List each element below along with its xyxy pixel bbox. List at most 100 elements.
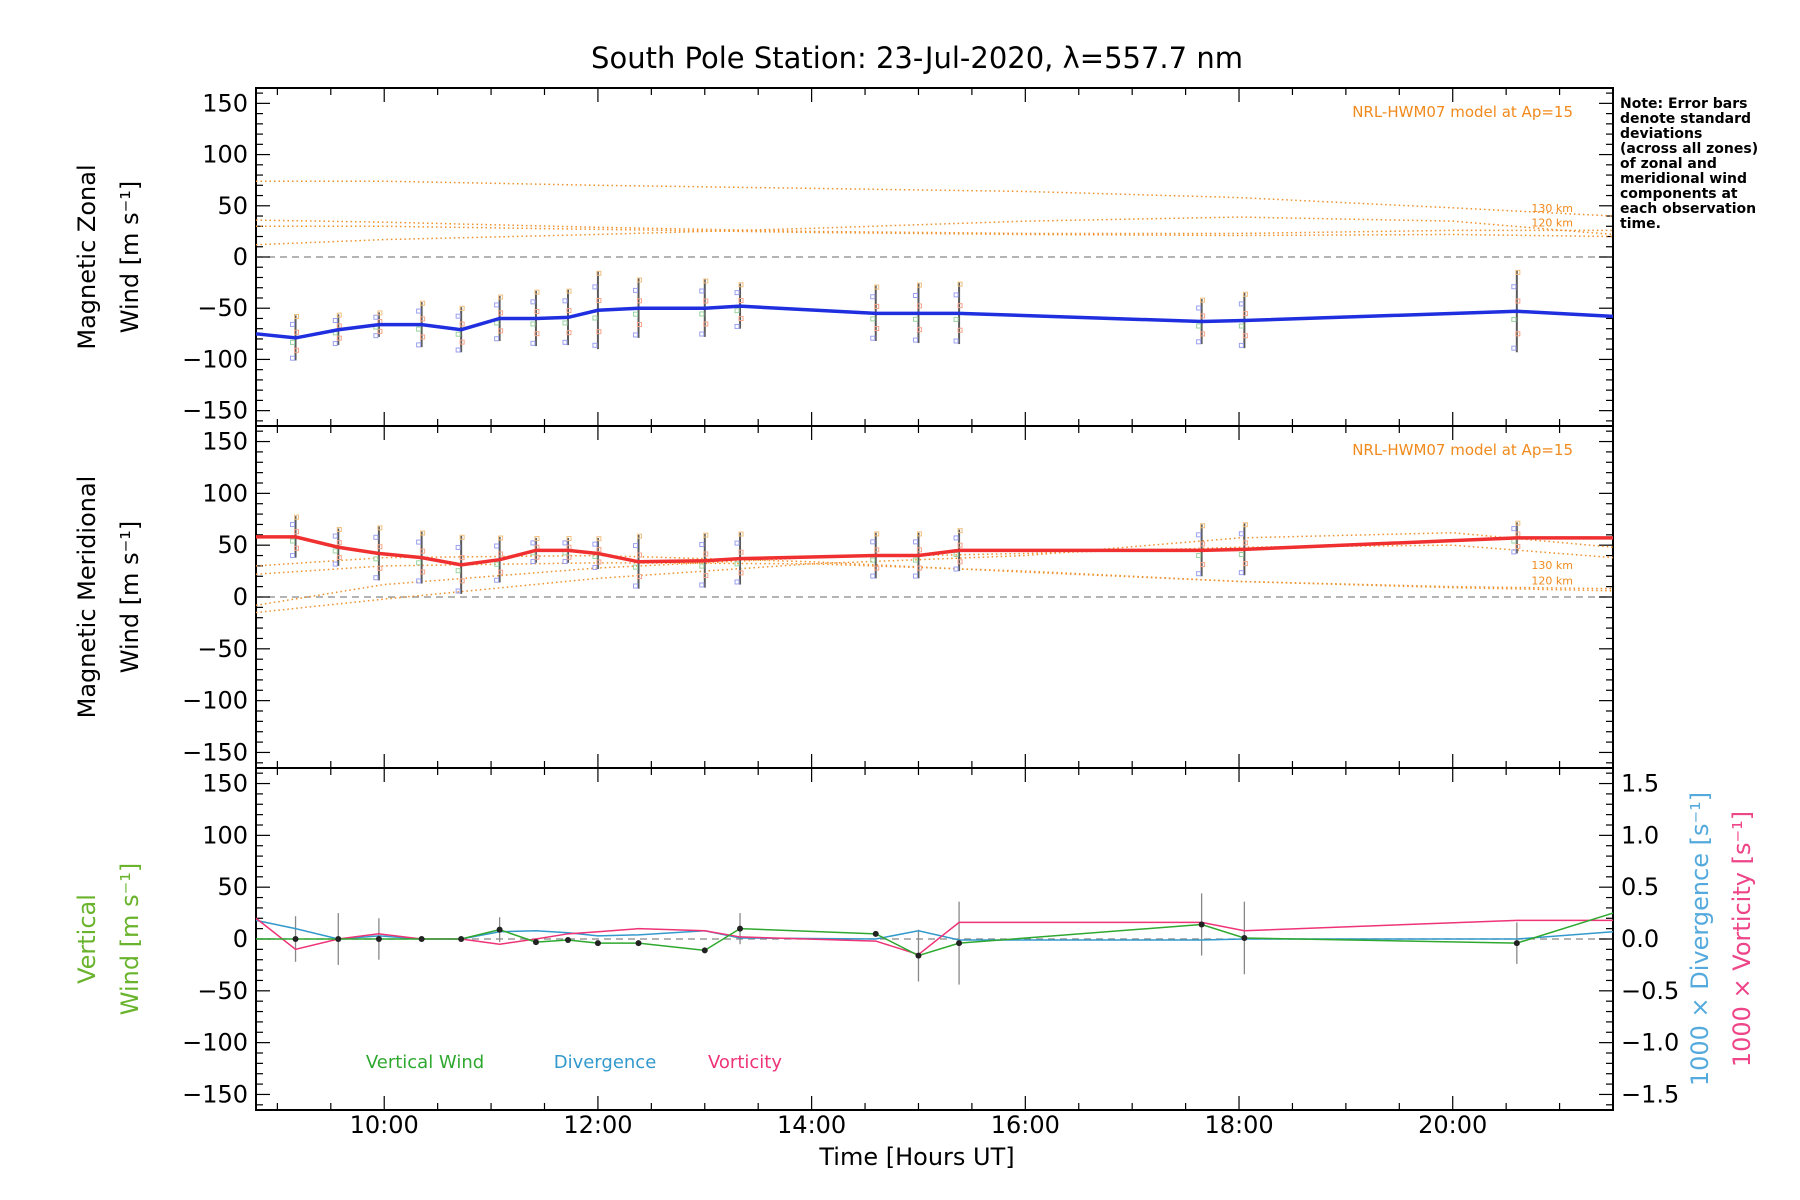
zone-marker xyxy=(420,569,426,575)
zone-marker xyxy=(534,331,540,337)
zone-marker xyxy=(294,545,300,551)
zone-marker xyxy=(459,305,465,311)
zone-marker xyxy=(1238,531,1244,537)
zone-marker xyxy=(566,308,572,314)
zone-marker xyxy=(455,568,461,574)
zone-marker xyxy=(294,529,300,535)
x-tick-label: 14:00 xyxy=(777,1111,846,1139)
zone-marker xyxy=(734,323,740,329)
zone-marker xyxy=(1196,323,1202,329)
vertical-wind-point xyxy=(635,940,642,947)
zone-marker xyxy=(874,565,880,571)
panels: −150 −100 −50 0 50 100 150 Magnetic Zonal Wind [… xyxy=(73,87,1756,1139)
zone-marker xyxy=(912,293,918,299)
zone-marker xyxy=(459,555,465,561)
zone-marker xyxy=(699,311,705,317)
zone-marker xyxy=(870,557,876,563)
x-tick-label: 10:00 xyxy=(350,1111,419,1139)
zone-marker xyxy=(874,303,880,309)
zone-marker xyxy=(633,287,639,293)
zone-marker xyxy=(703,278,709,284)
x-tick-label: 12:00 xyxy=(563,1111,632,1139)
zone-marker xyxy=(416,326,422,332)
zone-marker xyxy=(1242,311,1248,317)
zone-marker xyxy=(1511,345,1517,351)
zone-marker xyxy=(416,539,422,545)
meridional-wind-line xyxy=(256,535,1613,567)
zone-marker xyxy=(953,292,959,298)
right-tick-label: 0.5 xyxy=(1621,873,1659,901)
model-curve xyxy=(256,180,1614,217)
zone-marker xyxy=(1515,269,1521,275)
y-tick-label: 0 xyxy=(233,243,248,271)
zone-marker xyxy=(637,277,643,283)
zone-marker xyxy=(377,565,383,571)
zone-marker xyxy=(957,303,963,309)
zonal-wind-line xyxy=(255,304,1614,340)
zone-marker xyxy=(703,532,709,538)
y-tick-label: 0 xyxy=(233,925,248,953)
x-axis-label: Time [Hours UT] xyxy=(818,1143,1014,1171)
zone-marker xyxy=(1200,562,1206,568)
zone-marker xyxy=(870,335,876,341)
zone-marker xyxy=(336,312,342,318)
zone-marker xyxy=(957,559,963,565)
zone-marker xyxy=(290,339,296,345)
zone-marker xyxy=(1196,305,1202,311)
zone-marker xyxy=(1200,523,1206,529)
right-axis-label-divergence: 1000 × Divergence [s⁻¹] xyxy=(1686,792,1714,1086)
zone-marker xyxy=(703,321,709,327)
divergence-line xyxy=(255,919,1614,941)
zone-marker xyxy=(734,561,740,567)
legend-entry: Vertical Wind xyxy=(366,1052,484,1073)
zone-marker xyxy=(1242,522,1248,528)
vertical-wind-point xyxy=(956,940,963,947)
vertical-wind-point xyxy=(737,925,744,932)
zone-marker xyxy=(596,298,602,304)
right-tick-label: 1.5 xyxy=(1621,770,1659,798)
zone-marker xyxy=(562,559,568,565)
zone-marker xyxy=(455,347,461,353)
zone-marker xyxy=(534,309,540,315)
zone-marker xyxy=(734,540,740,546)
right-tick-label: −1.5 xyxy=(1621,1080,1679,1108)
panel-zonal: −150 −100 −50 0 50 100 150 Magnetic Zonal Wind [… xyxy=(73,87,1614,427)
vertical-wind-point xyxy=(375,936,382,942)
y-axis-label: Magnetic Zonal xyxy=(73,164,101,349)
zone-marker xyxy=(1515,331,1521,337)
zone-marker xyxy=(373,314,379,320)
vertical-wind-point xyxy=(565,937,572,944)
y-tick-label: 50 xyxy=(217,531,248,559)
x-tick-label: 20:00 xyxy=(1418,1111,1487,1139)
vertical-wind-point xyxy=(1241,934,1248,941)
zone-marker xyxy=(916,282,922,288)
panel-meridional: −150 −100 −50 0 50 100 150 Magnetic Meridional W… xyxy=(73,425,1614,769)
zone-marker xyxy=(738,570,744,576)
zone-marker xyxy=(699,582,705,588)
zone-marker xyxy=(336,540,342,546)
vorticity-line xyxy=(255,917,1613,956)
y-tick-label: 100 xyxy=(202,141,248,169)
zone-marker xyxy=(566,330,572,336)
zone-marker xyxy=(1511,316,1517,322)
vertical-wind-point xyxy=(418,936,425,942)
zone-marker xyxy=(498,328,504,334)
y-tick-label: 150 xyxy=(202,89,248,117)
zone-marker xyxy=(912,573,918,579)
zone-marker xyxy=(1196,532,1202,538)
y-tick-label: −50 xyxy=(197,635,248,663)
zone-marker xyxy=(1511,549,1517,555)
model-curve xyxy=(255,219,1613,235)
zone-marker xyxy=(1242,291,1248,297)
zone-marker xyxy=(953,566,959,572)
vertical-wind-point xyxy=(292,936,299,942)
zone-marker xyxy=(377,310,383,316)
zone-marker xyxy=(294,347,300,353)
right-tick-label: 0.0 xyxy=(1621,925,1659,953)
zone-marker xyxy=(420,530,426,536)
y-tick-label: −100 xyxy=(182,345,248,373)
zone-marker xyxy=(1511,284,1517,290)
note-line: each observation xyxy=(1620,201,1757,217)
zone-marker xyxy=(592,315,598,321)
zone-marker xyxy=(592,342,598,348)
